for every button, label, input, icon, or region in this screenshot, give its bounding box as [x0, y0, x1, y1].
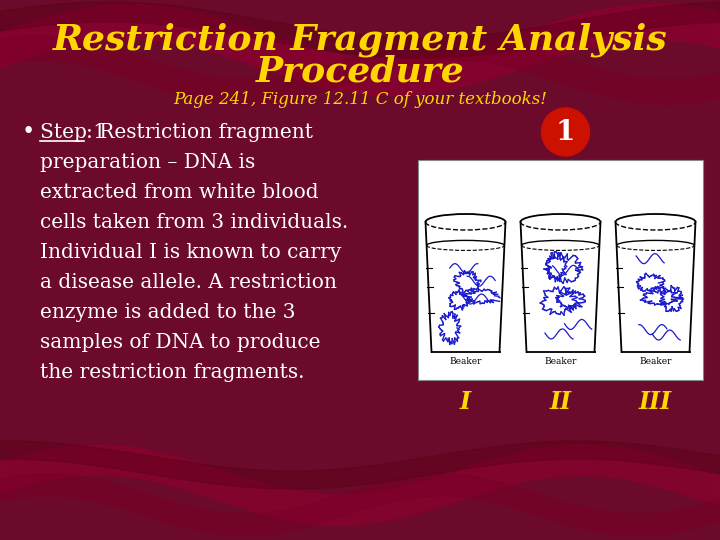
Text: enzyme is added to the 3: enzyme is added to the 3: [40, 302, 295, 321]
Text: III: III: [639, 390, 672, 414]
Text: Beaker: Beaker: [639, 357, 672, 367]
Circle shape: [541, 108, 590, 156]
Text: Page 241, Figure 12.11 C of your textbooks!: Page 241, Figure 12.11 C of your textboo…: [173, 91, 547, 109]
Text: extracted from white blood: extracted from white blood: [40, 183, 319, 201]
Text: cells taken from 3 individuals.: cells taken from 3 individuals.: [40, 213, 348, 232]
Text: I: I: [460, 390, 471, 414]
Text: 1: 1: [556, 118, 575, 145]
Text: a disease allele. A restriction: a disease allele. A restriction: [40, 273, 337, 292]
Text: : Restriction fragment: : Restriction fragment: [86, 123, 313, 141]
Text: Individual I is known to carry: Individual I is known to carry: [40, 242, 341, 261]
Text: Procedure: Procedure: [256, 55, 464, 89]
FancyBboxPatch shape: [418, 160, 703, 380]
Text: II: II: [549, 390, 572, 414]
Text: preparation – DNA is: preparation – DNA is: [40, 152, 256, 172]
Text: the restriction fragments.: the restriction fragments.: [40, 362, 305, 381]
Text: Beaker: Beaker: [449, 357, 482, 367]
Text: samples of DNA to produce: samples of DNA to produce: [40, 333, 320, 352]
Text: Restriction Fragment Analysis: Restriction Fragment Analysis: [53, 23, 667, 57]
Text: Step 1: Step 1: [40, 123, 106, 141]
Text: •: •: [22, 121, 35, 143]
Text: Beaker: Beaker: [544, 357, 577, 367]
